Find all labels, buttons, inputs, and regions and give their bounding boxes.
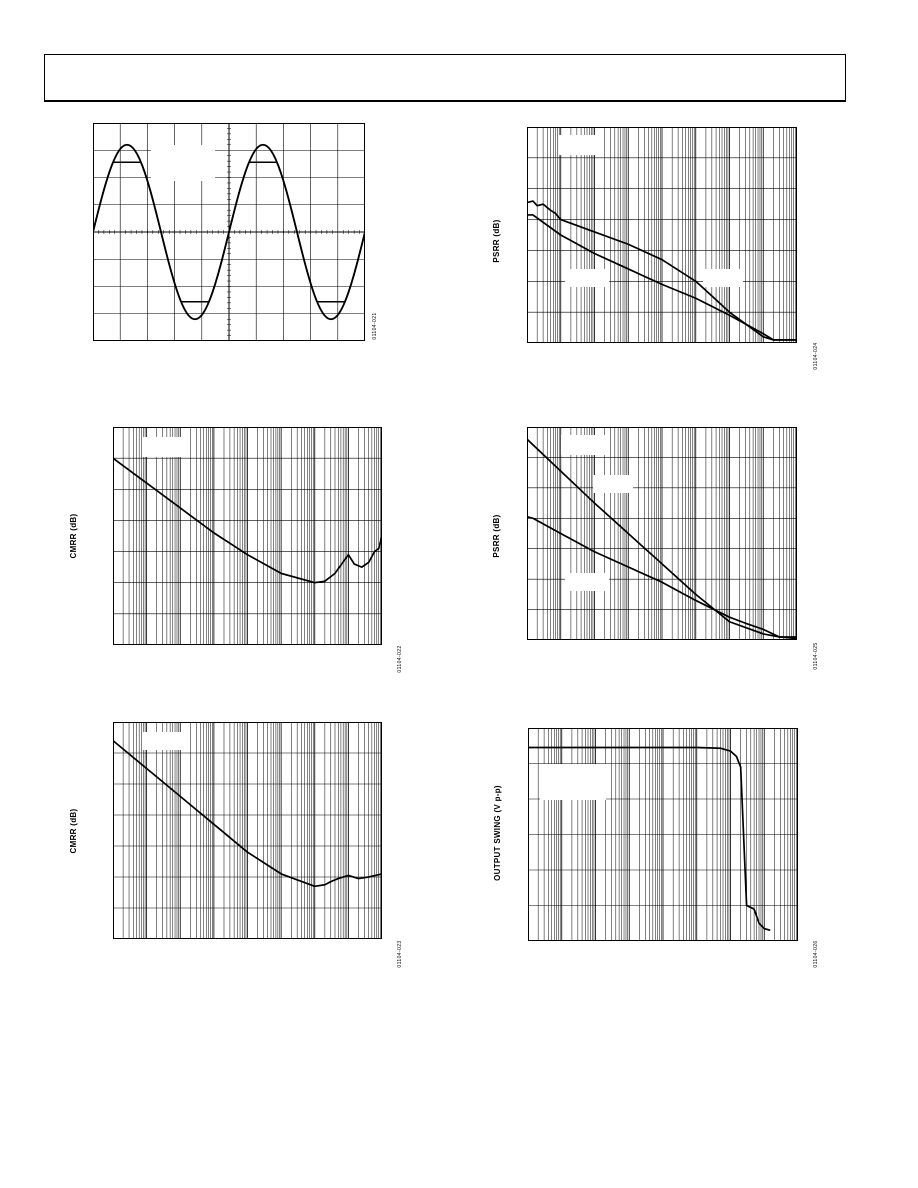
psrr2-plot-frame [527,427,797,640]
chart-output-swing-svg [527,728,798,941]
chart-psrr-1-svg [526,127,797,343]
sine-plot-frame [93,123,365,341]
psrr2-series-0-line [526,438,797,638]
chart-sine-wave-svg [92,122,366,342]
psrr2-label-box [565,573,609,591]
chart-psrr-2-svg [526,427,798,640]
cmrr1-label-box [143,437,187,457]
cmrr2-label-box [143,732,187,750]
fig-id-cmrr-1: 01104-022 [397,645,403,673]
cmrr1-series-0-line [112,457,383,584]
cmrr2-plot-frame [113,722,382,939]
psrr1-series-0-line [526,200,797,341]
cmrr2-series-0-line [112,739,383,888]
sine-series-line [92,143,366,321]
ylabel-psrr-1: PSRR (dB) [492,219,501,263]
cmrr1-plot-frame [113,427,382,645]
fig-id-output-swing: 01104-026 [813,940,819,968]
ylabel-psrr-2: PSRR (dB) [492,514,501,558]
ylabel-cmrr-1: CMRR (dB) [69,513,78,559]
swing-series-0-line [528,746,771,932]
psrr2-label-box [593,475,633,493]
psrr2-series-1-line [526,515,798,640]
chart-sine-wave [92,122,366,342]
psrr1-label-box [703,269,743,287]
fig-id-psrr-2: 01104-025 [813,642,819,670]
page-header-frame [44,54,846,102]
swing-plot-frame [528,728,798,941]
fig-id-sine: 01104-021 [372,312,378,340]
chart-output-swing [527,728,798,941]
ylabel-cmrr-2: CMRR (dB) [69,808,78,854]
chart-psrr-1 [526,127,797,343]
sine-label-box [151,145,215,181]
chart-cmrr-2-svg [112,722,383,939]
psrr1-label-box [565,269,609,287]
chart-cmrr-2 [112,722,383,939]
chart-cmrr-1 [112,427,383,645]
psrr2-label-box [561,435,605,455]
fig-id-psrr-1: 01104-024 [813,342,819,370]
ylabel-output-swing: OUTPUT SWING (V p-p) [493,785,502,881]
psrr1-plot-frame [527,127,797,343]
psrr1-series-1-line [527,214,797,341]
chart-psrr-2 [526,427,798,640]
swing-label-box [540,764,606,800]
chart-cmrr-1-svg [112,427,383,645]
fig-id-cmrr-2: 01104-023 [397,940,403,968]
psrr1-label-box [559,135,603,155]
